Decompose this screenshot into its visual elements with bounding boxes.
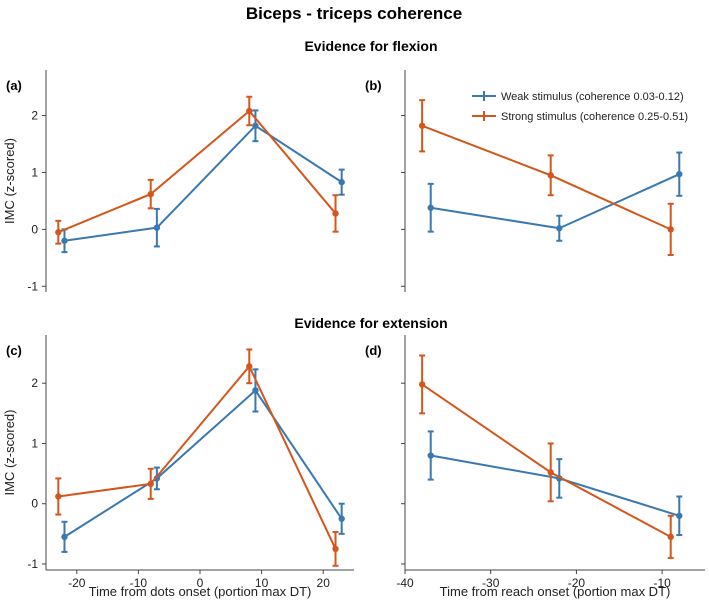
panel-b-point-weak: [427, 204, 434, 211]
panel-a-series-strong: [55, 95, 339, 245]
panel-c-xtick-label: -20: [68, 576, 86, 590]
panel-a-line-strong: [57, 109, 337, 234]
panel-c-line-strong: [58, 364, 337, 550]
panel-b-series-strong: [418, 99, 674, 256]
panel-c-point-weak: [252, 387, 259, 394]
panel-b-point-strong: [418, 122, 426, 129]
panel-a-ytick-label: 2: [31, 109, 38, 123]
panel-b-point-strong: [547, 172, 554, 179]
panel-c-line-weak: [63, 388, 343, 538]
legend-label-weak: Weak stimulus (coherence 0.03-0.12): [501, 91, 684, 103]
panel-d-point-weak: [427, 452, 434, 459]
panel-d-series-strong: [418, 354, 674, 559]
panel-c-point-strong: [332, 545, 339, 553]
panel-c-series-weak: [61, 368, 345, 553]
panel-a-point-strong: [332, 210, 339, 217]
panel-a-point-strong: [55, 229, 62, 236]
panel-c-ytick-label: 0: [31, 497, 38, 511]
panel-c-point-strong: [246, 363, 253, 370]
panel-d-label: (d): [365, 343, 382, 358]
panel-c-point-weak: [338, 515, 345, 522]
panel-c-point-strong: [55, 493, 62, 500]
panel-a-ylabel: IMC (z-scored): [2, 138, 17, 224]
panel-c-label: (c): [6, 343, 22, 358]
legend: Weak stimulus (coherence 0.03-0.12) Stro…: [472, 91, 688, 123]
panel-c-ylabel: IMC (z-scored): [2, 410, 17, 496]
panel-d-point-strong: [547, 469, 554, 476]
panel-b-line-weak: [430, 173, 680, 230]
panel-a-point-strong: [246, 107, 253, 115]
legend-item-strong: Strong stimulus (coherence 0.25-0.51): [472, 111, 688, 123]
panel-d-xlabel: Time from reach onset (portion max DT): [440, 584, 671, 599]
panel-b-point-weak: [676, 170, 683, 178]
legend-item-weak: Weak stimulus (coherence 0.03-0.12): [472, 91, 684, 103]
panel-a-series-weak: [61, 109, 345, 254]
panel-a-ytick-label: 0: [31, 222, 38, 236]
panel-a-line-weak: [64, 124, 343, 242]
panel-a-point-weak: [338, 178, 345, 186]
panel-c-xlabel: Time from dots onset (portion max DT): [89, 584, 312, 599]
section-title-flexion: Evidence for flexion: [304, 38, 437, 54]
figure-title: Biceps - triceps coherence: [246, 4, 462, 23]
panel-a-point-weak: [252, 122, 259, 129]
panel-a-ytick-label: 1: [31, 165, 38, 179]
legend-label-strong: Strong stimulus (coherence 0.25-0.51): [501, 111, 688, 123]
panel-d-point-weak: [676, 512, 683, 519]
panel-d-xtick-label: -30: [482, 576, 500, 590]
panel-b-label: (b): [365, 78, 382, 93]
panel-a-ytick-label: -1: [27, 279, 38, 293]
panel-c-ytick-label: -1: [27, 557, 38, 571]
panel-a: (a) -1 0 1 2 IMC (z-scored): [2, 70, 345, 293]
section-title-extension: Evidence for extension: [294, 315, 447, 331]
panel-b-point-strong: [667, 226, 674, 233]
panel-d-point-strong: [418, 381, 426, 388]
panel-c-xtick-label: 10: [255, 576, 269, 590]
panel-c-ytick-label: 1: [31, 436, 38, 450]
panel-c-ytick-label: 2: [31, 376, 38, 390]
panel-c-xtick-label: 20: [317, 576, 331, 590]
panel-c-series-strong: [55, 348, 339, 567]
panel-d-xtick-label: -40: [396, 576, 414, 590]
panel-d-series-weak: [427, 430, 683, 537]
panel-b-point-weak: [556, 225, 563, 232]
panel-a-label: (a): [6, 78, 22, 93]
panel-b-line-strong: [421, 124, 672, 231]
panel-c-xtick-label: -10: [130, 576, 148, 590]
panel-c-xtick-label: 0: [197, 576, 204, 590]
panel-d-xtick-label: -10: [653, 576, 671, 590]
panel-c-point-strong: [147, 480, 154, 488]
panel-a-point-weak: [153, 224, 161, 231]
panel-c-point-weak: [153, 475, 161, 482]
panel-d-point-strong: [667, 533, 674, 541]
panel-a-point-weak: [61, 237, 68, 244]
panel-c-point-weak: [61, 533, 68, 541]
panel-b-series-weak: [427, 151, 683, 242]
panel-d-xtick-label: -20: [568, 576, 586, 590]
panel-d-line-weak: [430, 454, 680, 517]
panel-b: (b): [365, 70, 683, 292]
panel-a-point-strong: [147, 190, 154, 198]
